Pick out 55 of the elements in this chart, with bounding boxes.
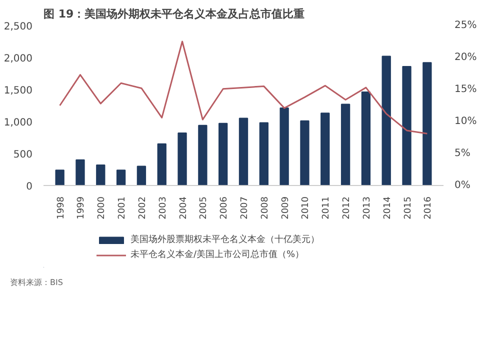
y-tick-label: 1,500 (4, 86, 33, 96)
x-tick-label: 2009 (280, 196, 291, 220)
y2-tick-label: 15% (454, 84, 477, 95)
x-tick-label: 2016 (424, 196, 434, 220)
bar (340, 104, 350, 186)
bar (136, 166, 146, 186)
y-tick-label: 1,000 (4, 118, 33, 128)
y2-tick-label: 20% (454, 52, 477, 63)
bar (218, 122, 228, 186)
bar (361, 92, 371, 186)
x-tick-label: 2005 (199, 196, 210, 220)
x-tick-label: 1999 (76, 196, 87, 220)
y2-tick-label: 5% (454, 148, 470, 159)
y-tick-label: 500 (13, 150, 33, 160)
bar (402, 66, 412, 186)
bar (238, 118, 248, 186)
x-tick-label: 2014 (382, 196, 393, 220)
bar (320, 112, 330, 186)
bar (96, 164, 106, 186)
x-tick-label: 2007 (240, 196, 250, 220)
legend-label: 美国场外股票期权未平仓名义本金（十亿美元） (130, 234, 320, 246)
bar (300, 120, 310, 186)
bar (259, 122, 268, 186)
x-tick-label: 2010 (301, 196, 312, 220)
x-tick-label: 2002 (138, 196, 148, 220)
legend-label: 未平仓名义本金/美国上市公司总市值（%） (130, 248, 304, 261)
x-tick-label: 2015 (403, 196, 414, 220)
y2-tick-label: 25% (454, 20, 477, 31)
x-tick-label: 2011 (322, 196, 332, 220)
line-series (59, 40, 428, 134)
bar (382, 56, 391, 186)
x-tick-label: 2003 (158, 196, 168, 220)
x-tick-label: 2004 (178, 196, 189, 220)
text: 资料来源：BIS (10, 277, 63, 288)
y2-tick-label: 10% (454, 116, 477, 127)
x-tick-label: 2001 (118, 196, 128, 220)
bar (198, 124, 208, 186)
x-tick-label: 2008 (260, 196, 270, 220)
bar (76, 159, 85, 186)
x-tick-label: 2013 (362, 196, 372, 220)
bar (116, 170, 126, 186)
y-tick-label: 2,500 (4, 22, 33, 32)
bar (157, 143, 166, 186)
x-tick-label: 1998 (56, 196, 66, 220)
bar (55, 170, 64, 186)
x-tick-label: 2006 (220, 196, 230, 220)
bar (178, 132, 187, 186)
y-tick-label: 0 (26, 182, 33, 192)
x-tick-label: 2000 (97, 196, 108, 220)
x-tick-label: 2012 (342, 196, 352, 220)
chart-title: 图 19：美国场外期权未平仓名义本金及占总市值比重 (44, 8, 305, 20)
y2-tick-label: 0% (454, 180, 470, 191)
bar (280, 108, 289, 186)
bar (422, 62, 432, 186)
y-tick-label: 2,000 (4, 54, 33, 64)
